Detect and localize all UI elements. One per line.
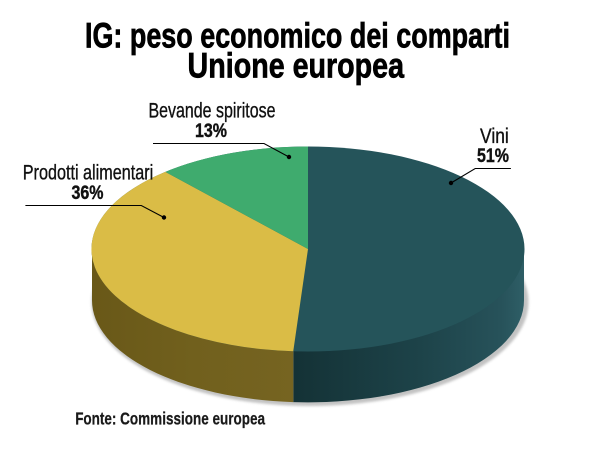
svg-text:Fonte: Commissione europea: Fonte: Commissione europea [75, 409, 265, 429]
svg-text:13%: 13% [195, 121, 227, 142]
svg-text:Vini: Vini [480, 125, 509, 148]
svg-text:Bevande spiritose: Bevande spiritose [149, 99, 276, 122]
svg-text:Unione europea: Unione europea [188, 46, 405, 86]
svg-text:36%: 36% [72, 183, 104, 204]
svg-text:IG: peso economico dei compart: IG: peso economico dei comparti [85, 15, 510, 55]
svg-text:51%: 51% [477, 146, 509, 167]
svg-text:Prodotti alimentari: Prodotti alimentari [23, 162, 154, 185]
